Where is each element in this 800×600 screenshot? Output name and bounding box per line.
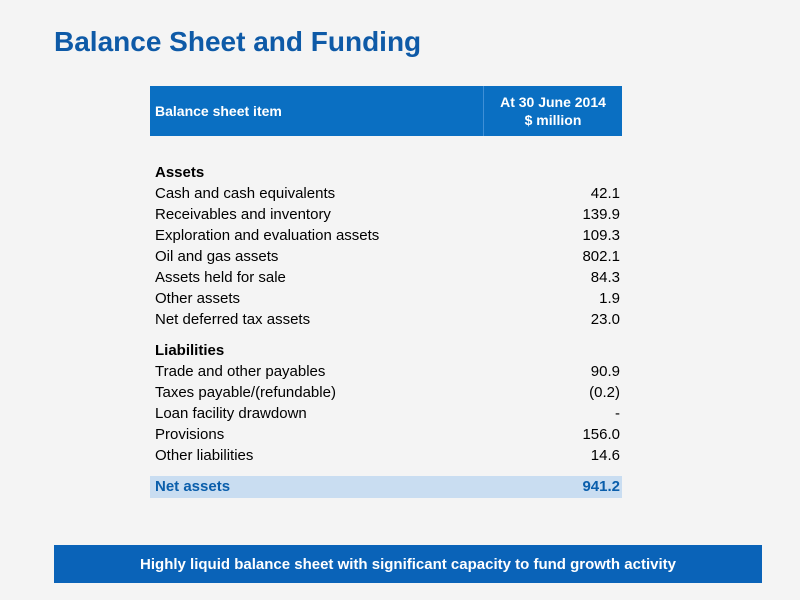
table-row: Receivables and inventory 139.9	[150, 204, 622, 225]
section-assets: Assets Cash and cash equivalents 42.1 Recei…	[150, 162, 622, 330]
table-row: Assets held for sale 84.3	[150, 267, 622, 288]
net-assets-label: Net assets	[155, 478, 231, 495]
balance-sheet-table: Balance sheet item At 30 June 2014 $ mil…	[150, 86, 622, 498]
table-row: Exploration and evaluation assets 109.3	[150, 225, 622, 246]
table-row: Other liabilities 14.6	[150, 445, 622, 466]
table-body: Assets Cash and cash equivalents 42.1 Recei…	[150, 136, 622, 466]
row-value: 109.3	[582, 227, 620, 244]
row-label: Cash and cash equivalents	[155, 185, 336, 202]
row-label: Taxes payable/(refundable)	[155, 384, 336, 401]
section-heading: Liabilities	[155, 342, 225, 359]
row-value: 23.0	[590, 311, 620, 328]
row-label: Loan facility drawdown	[155, 405, 307, 422]
section-liabilities: Liabilities Trade and other payables 90.9 T…	[150, 340, 622, 466]
table-row: Cash and cash equivalents 42.1	[150, 183, 622, 204]
row-value: 139.9	[582, 206, 620, 223]
header-unit: $ million	[524, 112, 582, 128]
row-value: 84.3	[590, 269, 620, 286]
header-date: At 30 June 2014	[500, 94, 606, 110]
table-row: Trade and other payables 90.9	[150, 361, 622, 382]
table-header: Balance sheet item At 30 June 2014 $ mil…	[150, 86, 622, 136]
net-assets-value: 941.2	[582, 478, 620, 495]
row-label: Trade and other payables	[155, 363, 326, 380]
row-label: Exploration and evaluation assets	[155, 227, 380, 244]
table-row: Other assets 1.9	[150, 288, 622, 309]
row-label: Assets held for sale	[155, 269, 286, 286]
row-value: 14.6	[590, 447, 620, 464]
row-label: Provisions	[155, 426, 225, 443]
row-value: 156.0	[582, 426, 620, 443]
row-value: 1.9	[599, 290, 620, 307]
table-row: Provisions 156.0	[150, 424, 622, 445]
row-label: Other liabilities	[155, 447, 254, 464]
header-value-label: At 30 June 2014 $ million	[483, 86, 622, 136]
table-row: Oil and gas assets 802.1	[150, 246, 622, 267]
row-label: Other assets	[155, 290, 241, 307]
row-value: 42.1	[590, 185, 620, 202]
row-label: Receivables and inventory	[155, 206, 331, 223]
section-heading: Assets	[155, 164, 205, 181]
row-label: Oil and gas assets	[155, 248, 279, 265]
header-item-label: Balance sheet item	[155, 103, 282, 119]
row-value: (0.2)	[589, 384, 620, 401]
table-row: Net deferred tax assets 23.0	[150, 309, 622, 330]
row-value: -	[615, 405, 620, 422]
row-value: 90.9	[590, 363, 620, 380]
row-value: 802.1	[582, 248, 620, 265]
net-assets-row: Net assets 941.2	[150, 476, 622, 498]
page-title: Balance Sheet and Funding	[54, 26, 422, 57]
table-row: Loan facility drawdown -	[150, 403, 622, 424]
row-label: Net deferred tax assets	[155, 311, 311, 328]
summary-banner: Highly liquid balance sheet with signifi…	[54, 545, 762, 583]
table-row: Taxes payable/(refundable) (0.2)	[150, 382, 622, 403]
